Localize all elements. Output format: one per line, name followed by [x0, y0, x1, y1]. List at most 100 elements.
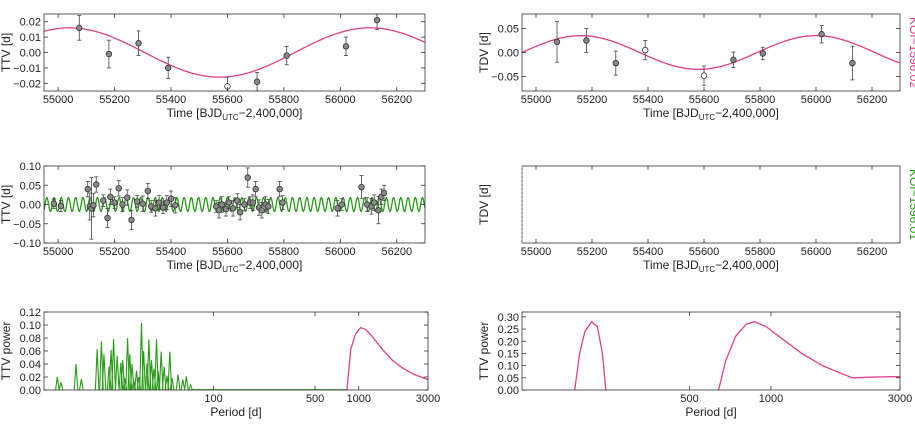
x-tick-label: 55400	[633, 246, 664, 258]
x-tick-label: 55400	[156, 246, 187, 258]
data-point	[57, 202, 65, 210]
x-tick-label: 55200	[99, 94, 130, 106]
y-tick-label: 0.02	[20, 17, 41, 29]
x-tick-label: 55800	[745, 246, 776, 258]
x-axis-label: Time [BJDUTC−2,400,000]	[643, 258, 779, 274]
data-point	[84, 185, 91, 193]
periodogram-peak-green	[175, 374, 181, 391]
data-point	[163, 199, 170, 206]
periodogram-peak-green	[141, 350, 146, 391]
y-tick-label: 0.08	[20, 333, 41, 345]
x-tick-label: 55000	[43, 246, 74, 258]
y-tick-label: −0.05	[491, 72, 519, 84]
data-point	[152, 205, 159, 212]
y-tick-label: 0.01	[20, 32, 41, 44]
y-tick-label: 0.05	[20, 180, 41, 192]
periodogram-peak-green	[167, 351, 173, 391]
data-point	[225, 199, 233, 206]
data-point	[144, 187, 152, 195]
data-point	[252, 185, 259, 193]
x-tick-label: 56000	[325, 246, 356, 258]
x-axis-label: Time [BJDUTC−2,400,000]	[167, 106, 303, 122]
data-point	[371, 199, 378, 206]
periodogram-curve-pink	[346, 326, 429, 391]
periodogram-peak-green	[94, 349, 100, 391]
data-point	[139, 200, 146, 207]
data-point	[612, 59, 619, 67]
panel-ttv-periodogram: 0.000.020.040.060.080.100.12 100 500 1000 30…	[0, 307, 440, 419]
plot-frame	[521, 13, 901, 92]
x-axis-label-rest: −2,400,000]	[715, 106, 779, 120]
y-tick-label: 0.00	[20, 200, 41, 212]
data-point	[338, 201, 345, 208]
periodogram-peak-green	[79, 378, 84, 391]
data-point	[244, 174, 251, 181]
x-tick-label: 3000	[416, 393, 440, 405]
planet-label: KOI−1596.01	[907, 169, 915, 240]
periodogram-curve-pink	[717, 321, 901, 391]
plot-frame	[521, 165, 901, 244]
data-point	[119, 201, 126, 208]
x-tick-label: 56200	[857, 246, 888, 258]
data-point	[105, 50, 113, 58]
data-point	[172, 202, 179, 209]
y-tick-label: 0.15	[498, 348, 519, 360]
y-tick-label: −0.10	[13, 238, 41, 250]
x-tick-label: 3000	[888, 393, 912, 405]
x-tick-label: 55000	[521, 94, 552, 106]
periodogram-peak-green	[184, 376, 189, 391]
data-point	[218, 201, 225, 208]
x-axis-label-main: Time [BJD	[167, 106, 223, 120]
y-axis-label: TTV [d]	[0, 185, 13, 224]
periodogram-peak-green	[73, 363, 79, 391]
y-tick-label: 0.20	[498, 336, 519, 348]
data-point	[249, 199, 257, 206]
y-tick-label: 0.10	[498, 361, 519, 373]
x-tick-label: 56000	[325, 94, 356, 106]
data-point	[700, 72, 708, 79]
data-point	[93, 181, 100, 188]
x-tick-label: 100	[204, 393, 222, 405]
x-tick-label: 55800	[269, 246, 300, 258]
y-tick-label: −0.01	[13, 63, 41, 75]
periodogram-peak-green	[54, 376, 60, 391]
x-axis-label: Time [BJDUTC−2,400,000]	[643, 106, 779, 122]
y-axis-label: TTV power	[477, 322, 491, 381]
model-layer	[44, 27, 425, 78]
data-point	[76, 24, 83, 32]
periodogram-peak-green	[180, 379, 186, 391]
periodogram-peak-green	[146, 339, 152, 391]
y-tick-label: 0.06	[20, 346, 41, 358]
y-axis-label: TDV [d]	[477, 184, 491, 225]
x-tick-label: 55600	[212, 94, 243, 106]
x-tick-label: 56200	[857, 94, 888, 106]
data-point	[107, 193, 114, 200]
data-point	[167, 195, 175, 202]
x-tick-label: 55200	[577, 94, 608, 106]
data-point	[342, 43, 350, 50]
data-point	[50, 200, 58, 207]
y-tick-label: 0.05	[498, 23, 519, 35]
data-point	[135, 40, 142, 47]
data-point	[642, 46, 649, 54]
data-point	[373, 16, 381, 24]
y-axis-label: TTV [d]	[0, 33, 13, 72]
y-tick-label: 0.30	[498, 312, 519, 324]
x-tick-label: 56000	[801, 246, 832, 258]
periodogram-peak-green	[144, 363, 150, 391]
periodogram-peak-green	[106, 366, 112, 391]
data-point	[124, 194, 131, 201]
data-point	[759, 50, 766, 57]
periodogram-peak-green	[154, 339, 159, 391]
periodogram-peak-green	[101, 354, 107, 391]
x-tick-label: 55600	[689, 94, 720, 106]
data-point	[849, 59, 856, 67]
x-axis-label-main: Time [BJD	[167, 258, 223, 272]
x-tick-label: 55400	[156, 94, 187, 106]
y-tick-label: 0.10	[20, 161, 41, 173]
y-tick-label: −0.05	[13, 219, 41, 231]
model-layer	[522, 35, 900, 70]
